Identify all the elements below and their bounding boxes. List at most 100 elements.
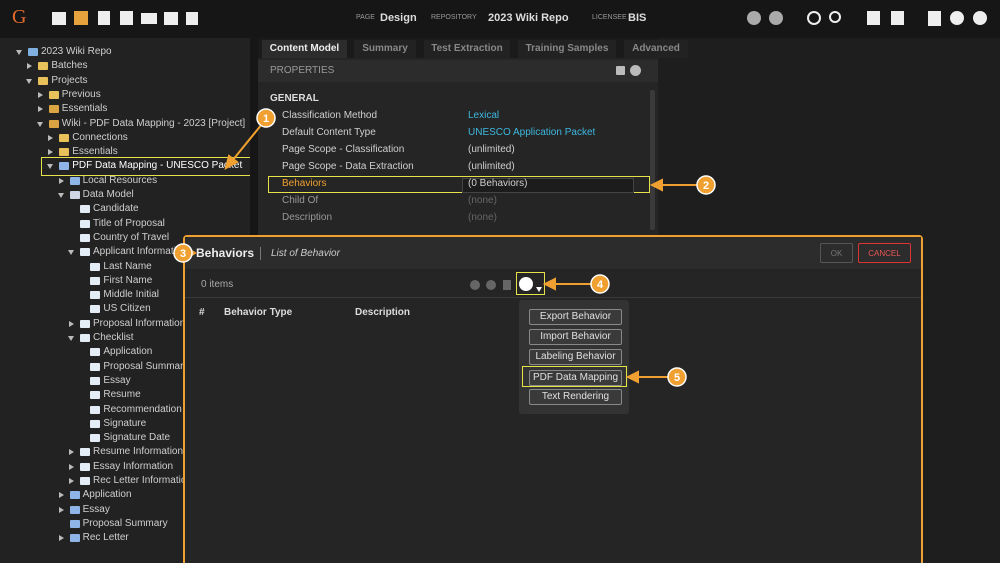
- chart-icon[interactable]: [186, 12, 198, 25]
- collapse-toggle[interactable]: [37, 91, 43, 98]
- refresh-icon[interactable]: [807, 11, 821, 25]
- collapse-toggle[interactable]: [58, 177, 64, 184]
- forward-icon[interactable]: [769, 11, 783, 25]
- move-up-icon[interactable]: [470, 280, 480, 290]
- tree-item[interactable]: Essay: [82, 503, 110, 515]
- tree-item[interactable]: Essay: [103, 374, 131, 386]
- logo[interactable]: G: [12, 6, 27, 28]
- expand-toggle[interactable]: [36, 121, 43, 127]
- tree-item[interactable]: Batches: [51, 60, 88, 72]
- expand-toggle[interactable]: [57, 193, 64, 198]
- collapse-toggle[interactable]: [27, 63, 33, 70]
- cancel-button[interactable]: CANCEL: [858, 243, 911, 263]
- tree-item[interactable]: Resume Information: [93, 446, 184, 458]
- tree-item[interactable]: US Citizen: [103, 303, 151, 315]
- tree-item[interactable]: Proposal Summary: [103, 360, 189, 372]
- tree-item[interactable]: Middle Initial: [103, 289, 159, 301]
- tree-item[interactable]: Wiki - PDF Data Mapping - 2023 [Project]: [61, 117, 246, 129]
- upload-icon[interactable]: [891, 11, 904, 25]
- move-down-icon[interactable]: [486, 280, 496, 290]
- home-icon[interactable]: [52, 12, 66, 25]
- add-icon[interactable]: [519, 277, 533, 291]
- database-icon[interactable]: [928, 11, 941, 26]
- download-icon[interactable]: [867, 11, 880, 25]
- tree-item[interactable]: Data Model: [82, 189, 134, 200]
- tree-item[interactable]: Checklist: [93, 332, 134, 343]
- tools-icon[interactable]: [74, 11, 88, 25]
- tree-item[interactable]: Title of Proposal: [93, 217, 165, 229]
- play-icon[interactable]: [120, 11, 133, 25]
- tree-item[interactable]: Proposal Summary: [82, 517, 168, 529]
- collapse-toggle[interactable]: [48, 149, 54, 156]
- expand-toggle[interactable]: [26, 78, 33, 84]
- tree-item[interactable]: First Name: [103, 274, 153, 286]
- archive-icon[interactable]: [98, 11, 110, 25]
- property-value[interactable]: (none): [468, 195, 497, 206]
- case-icon[interactable]: [164, 12, 178, 25]
- collapse-toggle[interactable]: [69, 463, 74, 470]
- tree-item[interactable]: Essentials: [61, 103, 108, 115]
- expand-toggle[interactable]: [47, 164, 54, 170]
- property-value[interactable]: (none): [468, 212, 497, 223]
- tab[interactable]: Summary: [354, 40, 416, 58]
- save-icon[interactable]: [616, 66, 625, 75]
- add-dropdown[interactable]: [536, 287, 542, 292]
- tree-item[interactable]: Application: [82, 489, 132, 501]
- tree-item[interactable]: Local Resources: [82, 174, 158, 186]
- menu-item[interactable]: Text Rendering: [529, 389, 622, 405]
- expand-toggle[interactable]: [68, 250, 74, 256]
- collapse-toggle[interactable]: [58, 535, 64, 542]
- tree-item[interactable]: Essentials: [72, 146, 118, 158]
- tree-icon: [38, 76, 49, 85]
- back-icon[interactable]: [747, 11, 761, 25]
- collapse-toggle[interactable]: [69, 478, 74, 484]
- tree-item[interactable]: Signature Date: [103, 432, 171, 444]
- collapse-toggle[interactable]: [48, 134, 54, 141]
- tree-item[interactable]: 2023 Wiki Repo: [41, 46, 112, 57]
- menu-item[interactable]: Labeling Behavior: [529, 349, 622, 365]
- tree-item[interactable]: Candidate: [93, 203, 139, 215]
- property-field[interactable]: [462, 178, 634, 193]
- tree-item[interactable]: Connections: [72, 131, 128, 143]
- help-icon[interactable]: [973, 11, 987, 25]
- close-icon[interactable]: [630, 65, 641, 76]
- tree-item[interactable]: Recommendation Letter: [103, 403, 211, 415]
- property-value[interactable]: (unlimited): [468, 144, 515, 155]
- cloud-icon[interactable]: [141, 13, 157, 24]
- expand-toggle[interactable]: [16, 50, 22, 55]
- tree-item[interactable]: Rec Letter: [82, 532, 129, 544]
- collapse-toggle[interactable]: [58, 506, 64, 513]
- tree-item[interactable]: Rec Letter Information: [93, 475, 192, 486]
- tree-item[interactable]: Resume: [103, 389, 141, 401]
- property-value[interactable]: Lexical: [468, 110, 500, 121]
- menu-item[interactable]: Export Behavior: [529, 309, 622, 325]
- tab[interactable]: Test Extraction: [424, 40, 510, 58]
- property-value[interactable]: (0 Behaviors): [468, 178, 528, 189]
- tab[interactable]: Training Samples: [518, 40, 616, 58]
- tree-item[interactable]: Signature: [103, 417, 147, 429]
- collapse-toggle[interactable]: [69, 320, 74, 327]
- tab[interactable]: Advanced: [624, 40, 688, 58]
- search-icon[interactable]: [829, 11, 841, 23]
- property-value[interactable]: UNESCO Application Packet: [468, 127, 596, 138]
- tree-item[interactable]: Applicant Information: [93, 246, 187, 258]
- tree-item[interactable]: Proposal Information: [93, 317, 186, 329]
- expand-toggle[interactable]: [68, 336, 74, 341]
- ok-button[interactable]: OK: [820, 243, 853, 263]
- collapse-toggle[interactable]: [58, 492, 64, 499]
- tree-item[interactable]: Last Name: [103, 260, 152, 272]
- menu-item[interactable]: Import Behavior: [529, 329, 622, 345]
- tree-item[interactable]: Country of Travel: [93, 231, 170, 243]
- collapse-toggle[interactable]: [69, 449, 74, 456]
- tree-item[interactable]: Projects: [51, 74, 88, 86]
- menu-item[interactable]: PDF Data Mapping: [529, 370, 622, 386]
- collapse-toggle[interactable]: [37, 106, 43, 113]
- tree-item[interactable]: Essay Information: [93, 460, 174, 472]
- tree-item[interactable]: PDF Data Mapping - UNESCO Packet: [72, 160, 243, 172]
- user-icon[interactable]: [950, 11, 964, 25]
- tree-item[interactable]: Application: [103, 346, 153, 358]
- tree-item[interactable]: Previous: [61, 88, 101, 100]
- delete-icon[interactable]: [503, 280, 511, 290]
- tab[interactable]: Content Model: [262, 40, 347, 58]
- property-value[interactable]: (unlimited): [468, 161, 515, 172]
